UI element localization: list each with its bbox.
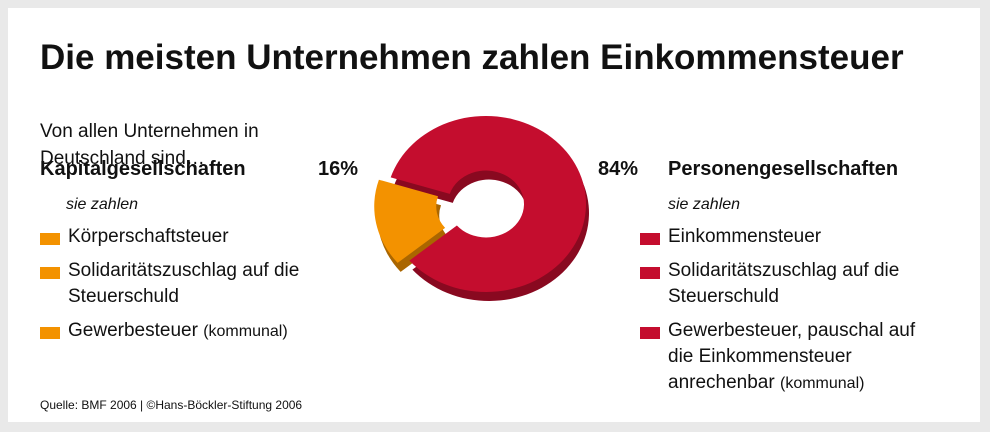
intro: sie zahlen	[668, 196, 741, 213]
category-label: Kapitalgesellschaften	[40, 158, 246, 180]
bullet	[640, 327, 660, 339]
item-note: (kommunal)	[203, 323, 288, 340]
subtitle: Von allen Unternehmen in Deutschland sin…	[40, 121, 259, 169]
intro: sie zahlen	[66, 196, 139, 213]
bullet	[40, 233, 60, 245]
item-text: Solidaritätszuschlag auf die Steuerschul…	[68, 260, 300, 307]
value-label: 84%	[598, 158, 639, 180]
slice	[374, 179, 446, 263]
list-item: Solidaritätszuschlag auf die Steuerschul…	[40, 258, 320, 310]
bullet	[640, 233, 660, 245]
bullet	[40, 327, 60, 339]
item-text: Gewerbesteuer, pauschal auf die Einkomme…	[668, 320, 916, 393]
bullet	[640, 267, 660, 279]
donut-chart	[374, 116, 589, 302]
list-item: Gewerbesteuer, pauschal auf die Einkomme…	[640, 318, 940, 397]
item-text: Einkommensteuer	[668, 226, 822, 247]
bullet	[40, 267, 60, 279]
slice	[390, 116, 586, 293]
item-note: (kommunal)	[779, 375, 865, 392]
list-item: Solidaritätszuschlag auf die Steuerschul…	[640, 258, 940, 310]
list-item: Einkommensteuer	[640, 224, 940, 250]
category-label: Personengesellschaften	[668, 158, 899, 180]
list-item: Gewerbesteuer (kommunal)	[40, 318, 320, 345]
list: Körperschaftsteuer Solidaritätszuschlag a…	[40, 224, 320, 353]
title: Die meisten Unternehmen zahlen Einkommen…	[40, 38, 904, 77]
item-text: Solidaritätszuschlag auf die Steuerschul…	[668, 260, 900, 307]
item-text: Gewerbesteuer	[68, 320, 198, 341]
value-label: 16%	[318, 158, 359, 180]
list: Einkommensteuer Solidaritätszuschlag auf …	[640, 224, 940, 405]
item-text: Körperschaftsteuer	[68, 226, 229, 247]
card: Die meisten Unternehmen zahlen Einkommen…	[8, 8, 980, 422]
list-item: Körperschaftsteuer	[40, 224, 320, 250]
source: Quelle: BMF 2006 | ©Hans-Böckler-Stiftun…	[40, 398, 303, 412]
